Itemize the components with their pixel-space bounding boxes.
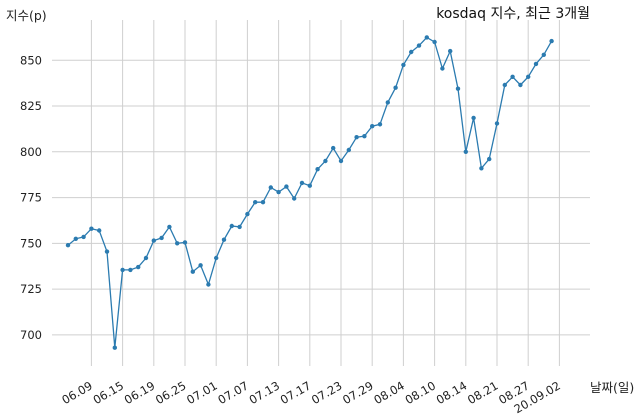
- x-tick-label: 07.01: [184, 378, 220, 407]
- data-point: [533, 61, 539, 67]
- data-point: [370, 124, 375, 129]
- data-point: [307, 183, 312, 188]
- y-tick-label: 750: [20, 236, 42, 250]
- data-point: [104, 249, 110, 254]
- x-tick-label: 06.19: [122, 378, 158, 407]
- data-point: [299, 180, 305, 186]
- x-tick-label: 06.25: [153, 378, 189, 407]
- data-point: [479, 166, 484, 171]
- data-point: [159, 235, 164, 241]
- data-point: [346, 147, 351, 153]
- x-tick-label: 07.07: [215, 378, 251, 407]
- data-point: [292, 196, 297, 201]
- data-point: [502, 82, 507, 88]
- x-tick-label: 07.29: [340, 378, 376, 407]
- data-point: [89, 226, 94, 231]
- data-point: [541, 52, 546, 57]
- data-point: [455, 86, 461, 91]
- y-tick-label: 700: [20, 328, 42, 342]
- y-tick-label: 800: [20, 145, 42, 159]
- data-point: [549, 38, 554, 44]
- data-point: [331, 145, 336, 151]
- y-tick-label: 775: [20, 191, 42, 205]
- x-tick-label: 06.15: [91, 378, 127, 407]
- data-point: [136, 264, 141, 270]
- y-axis-ticks: 700 725 750 775 800 825 850: [20, 53, 42, 342]
- y-axis-label: 지수(p): [6, 8, 47, 23]
- data-point: [385, 100, 390, 105]
- x-tick-label: 07.13: [247, 378, 283, 407]
- y-tick-label: 725: [20, 282, 42, 296]
- x-tick-label: 08.04: [371, 378, 407, 407]
- data-point: [73, 236, 79, 241]
- data-point: [206, 282, 211, 287]
- data-point: [463, 149, 468, 154]
- data-point: [323, 158, 328, 164]
- data-point: [97, 228, 102, 233]
- data-point: [112, 345, 118, 350]
- x-tick-label: 08.21: [465, 378, 501, 407]
- grid-lines: [52, 20, 590, 366]
- data-point: [175, 241, 180, 246]
- y-tick-label: 825: [20, 99, 42, 113]
- data-point: [120, 267, 125, 273]
- data-point: [393, 85, 398, 90]
- data-point: [167, 224, 172, 230]
- x-axis-label: 날짜(일): [590, 380, 634, 395]
- data-point: [229, 223, 234, 229]
- data-point: [432, 39, 437, 45]
- data-point: [471, 115, 476, 121]
- data-point: [494, 121, 500, 126]
- data-point: [448, 48, 453, 54]
- x-tick-label: 08.14: [434, 378, 470, 407]
- x-axis-ticks: 06.0906.1506.1906.2507.0107.0707.1307.17…: [59, 378, 563, 416]
- data-point: [151, 238, 156, 243]
- data-point: [518, 82, 523, 88]
- data-point: [338, 158, 344, 164]
- data-point: [510, 74, 515, 80]
- data-point: [198, 263, 203, 268]
- chart-title: kosdaq 지수, 최근 3개월: [436, 6, 590, 22]
- data-point: [276, 189, 281, 195]
- data-point: [377, 122, 383, 127]
- data-point: [440, 66, 445, 71]
- data-point: [362, 134, 367, 139]
- data-point: [253, 200, 258, 205]
- data-point: [237, 224, 242, 230]
- data-point: [190, 269, 195, 274]
- data-point: [128, 267, 133, 273]
- data-point: [245, 211, 250, 217]
- y-tick-label: 850: [20, 53, 42, 67]
- data-point: [182, 240, 188, 245]
- data-point: [424, 35, 429, 40]
- data-point: [416, 43, 422, 48]
- x-tick-label: 06.09: [59, 378, 95, 407]
- data-point: [526, 74, 531, 80]
- data-point: [401, 62, 406, 68]
- x-tick-label: 07.17: [278, 378, 314, 407]
- data-point: [409, 49, 414, 55]
- data-point: [214, 255, 219, 261]
- data-point: [487, 156, 492, 162]
- data-point: [284, 184, 289, 189]
- data-point: [315, 167, 320, 172]
- series-kosdaq: [65, 35, 554, 350]
- x-tick-label: 07.23: [309, 378, 345, 407]
- data-point: [268, 185, 273, 190]
- data-point: [354, 135, 359, 140]
- data-point: [143, 255, 149, 261]
- data-point: [81, 234, 86, 240]
- data-point: [260, 200, 266, 205]
- data-point: [65, 243, 71, 248]
- data-point: [221, 237, 227, 242]
- x-tick-label: 08.10: [403, 378, 439, 407]
